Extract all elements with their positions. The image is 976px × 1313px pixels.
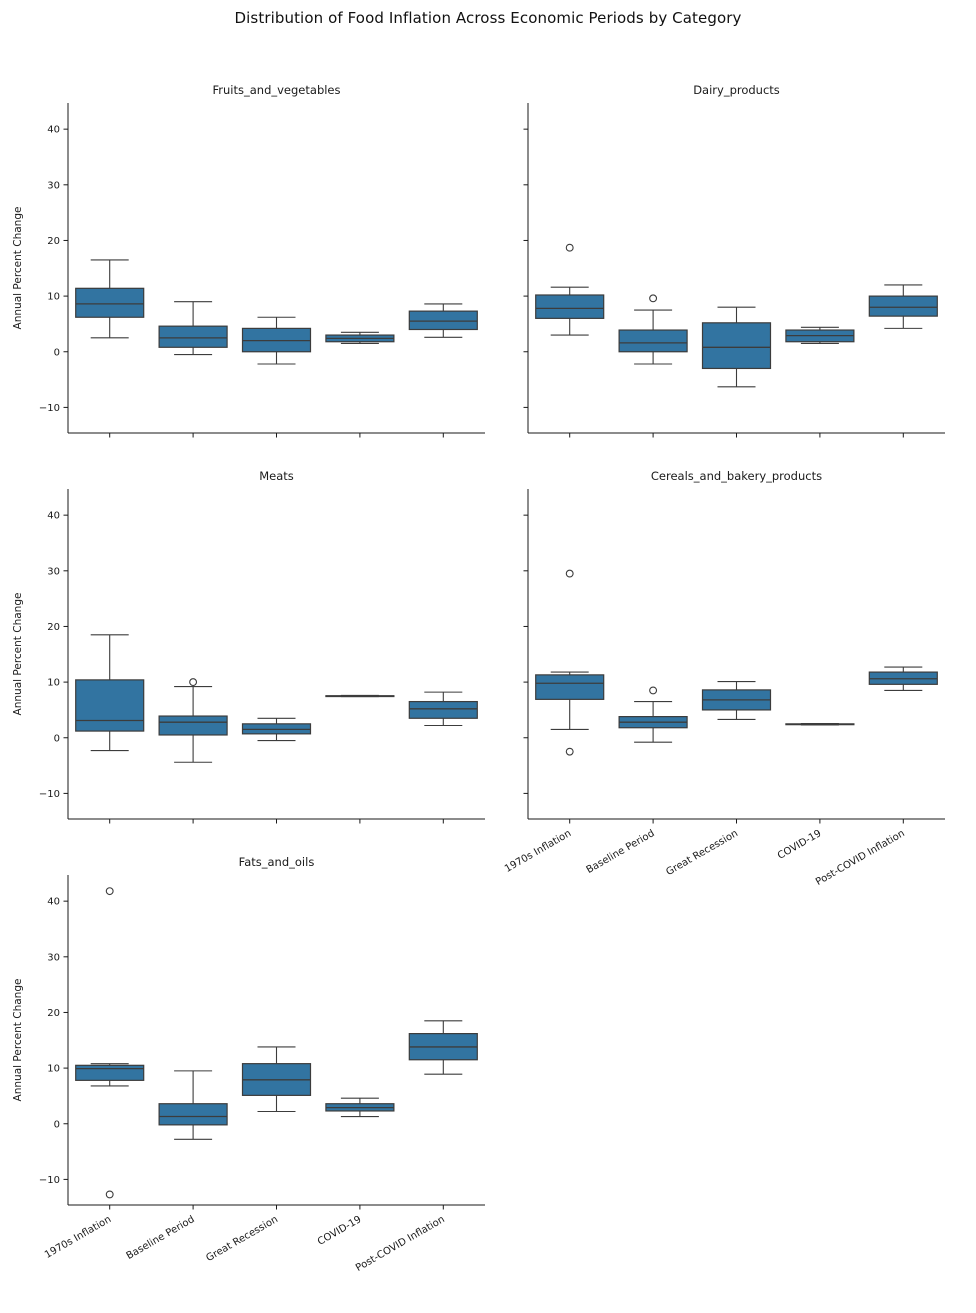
iqr-box xyxy=(75,679,145,732)
y-tick-label: 10 xyxy=(47,292,60,303)
iqr-box xyxy=(701,322,772,370)
iqr-box xyxy=(408,700,478,719)
boxplot-baseline-period xyxy=(158,301,228,356)
y-tick-label: 0 xyxy=(54,1119,60,1130)
outlier-point xyxy=(565,747,574,756)
subplot-title: Fruits_and_vegetables xyxy=(213,83,341,97)
iqr-box xyxy=(868,295,938,317)
boxplot-great-recession xyxy=(701,306,772,388)
outlier-point xyxy=(565,569,574,578)
subplot-title: Fats_and_oils xyxy=(239,855,315,869)
subplot-meats: Meats −10 0 10 20 30 40 Annual Percent Change xyxy=(12,469,485,824)
y-tick-label: 10 xyxy=(47,1064,60,1075)
subplot-title: Dairy_products xyxy=(693,83,780,97)
y-tick-label: 40 xyxy=(47,897,60,908)
boxplot-1970s-inflation xyxy=(75,634,145,752)
outlier-point xyxy=(649,294,658,303)
y-tick-label: 30 xyxy=(47,566,60,577)
iqr-box xyxy=(158,715,228,736)
subplot-fats_and_oils: Fats_and_oils −10 0 10 20 30 40 Annual Percent … xyxy=(12,855,485,1274)
iqr-box xyxy=(75,287,145,318)
x-tick-label: Great Recession xyxy=(204,1214,280,1264)
boxplot-baseline-period xyxy=(158,1070,228,1140)
outlier-point xyxy=(105,1190,114,1199)
boxplot-1970s-inflation xyxy=(75,887,145,1199)
boxplot-post-covid-inflation xyxy=(408,303,478,338)
boxplot-1970s-inflation xyxy=(535,569,605,756)
boxplot-post-covid-inflation xyxy=(868,284,938,329)
outlier-point xyxy=(565,243,574,252)
boxplot-covid-19 xyxy=(325,331,395,344)
iqr-box xyxy=(408,310,478,331)
y-axis-label: Annual Percent Change xyxy=(12,593,24,716)
x-tick-label: Baseline Period xyxy=(125,1214,197,1262)
boxplot-post-covid-inflation xyxy=(868,666,938,692)
boxplot-covid-19 xyxy=(325,1097,395,1118)
subplot-fruits_and_vegetables: Fruits_and_vegetables −10 0 10 20 30 40 Annual … xyxy=(12,83,485,438)
y-tick-label: 0 xyxy=(54,733,60,744)
y-tick-label: 20 xyxy=(47,236,60,247)
iqr-box xyxy=(75,1064,145,1081)
y-tick-label: 30 xyxy=(47,952,60,963)
boxplot-post-covid-inflation xyxy=(408,1020,478,1075)
boxplot-great-recession xyxy=(701,680,772,720)
x-tick-label: COVID-19 xyxy=(316,1214,364,1248)
y-tick-label: −10 xyxy=(39,1175,60,1186)
boxplot-great-recession xyxy=(241,316,312,365)
axes xyxy=(523,103,945,438)
outlier-point xyxy=(189,678,198,687)
boxplot-1970s-inflation xyxy=(75,259,145,339)
y-tick-label: −10 xyxy=(39,789,60,800)
subplot-dairy_products: Dairy_products xyxy=(523,83,945,438)
y-tick-label: −10 xyxy=(39,403,60,414)
y-axis-label: Annual Percent Change xyxy=(12,979,24,1102)
iqr-box xyxy=(158,325,228,348)
axes: −10 0 10 20 30 40 Annual Percent Change xyxy=(12,489,485,824)
iqr-box xyxy=(618,329,688,353)
y-tick-label: 40 xyxy=(47,125,60,136)
x-tick-label: COVID-19 xyxy=(776,828,824,862)
iqr-box xyxy=(535,674,605,700)
y-tick-label: 20 xyxy=(47,1008,60,1019)
y-tick-label: 30 xyxy=(47,180,60,191)
x-tick-label: Post-COVID Inflation xyxy=(814,828,907,888)
y-tick-label: 10 xyxy=(47,678,60,689)
x-tick-label: Great Recession xyxy=(664,828,740,878)
boxplot-covid-19 xyxy=(325,694,395,698)
boxplot-great-recession xyxy=(241,717,312,742)
boxplot-baseline-period xyxy=(618,294,688,365)
x-tick-label: Post-COVID Inflation xyxy=(354,1214,447,1274)
outlier-point xyxy=(105,887,114,896)
y-tick-label: 40 xyxy=(47,511,60,522)
boxplot-covid-19 xyxy=(785,326,855,344)
boxplot-great-recession xyxy=(241,1046,312,1113)
subplot-title: Meats xyxy=(259,469,294,483)
boxplot-baseline-period xyxy=(618,686,688,743)
y-tick-label: 0 xyxy=(54,347,60,358)
iqr-box xyxy=(158,1103,228,1126)
boxplot-post-covid-inflation xyxy=(408,691,478,727)
x-tick-label: Baseline Period xyxy=(585,828,657,876)
outlier-point xyxy=(649,686,658,695)
y-tick-label: 20 xyxy=(47,622,60,633)
axes: −10 0 10 20 30 40 Annual Percent Change xyxy=(12,103,485,438)
boxplot-1970s-inflation xyxy=(535,243,605,336)
x-tick-label: 1970s Inflation xyxy=(43,1214,113,1261)
iqr-box xyxy=(535,294,605,319)
boxplot-baseline-period xyxy=(158,678,228,763)
boxplot-covid-19 xyxy=(785,723,855,726)
figure-title: Distribution of Food Inflation Across Ec… xyxy=(234,9,742,27)
y-axis-label: Annual Percent Change xyxy=(12,207,24,330)
subplot-title: Cereals_and_bakery_products xyxy=(651,469,822,483)
